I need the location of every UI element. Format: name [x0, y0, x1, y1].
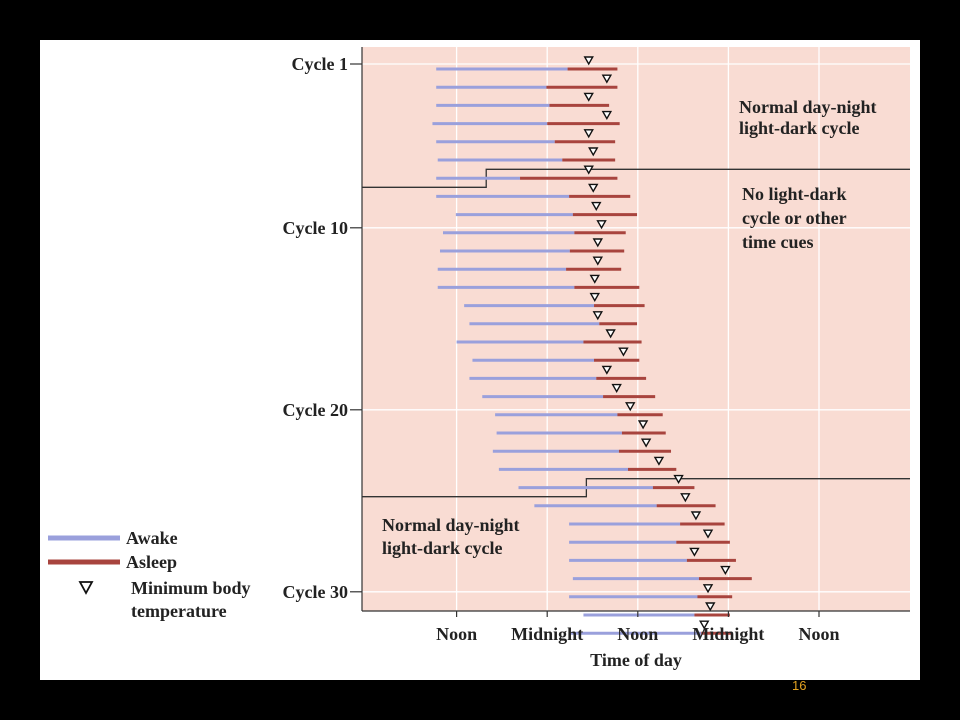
min-temp-marker	[601, 74, 613, 84]
x-axis-title: Time of day	[590, 650, 682, 670]
min-temp-marker	[653, 456, 665, 466]
min-temp-marker	[699, 620, 710, 630]
x-tick-label: Midnight	[511, 624, 583, 644]
min-temp-marker	[592, 238, 603, 248]
x-tick-label: Noon	[436, 624, 477, 644]
min-temp-marker	[680, 493, 691, 503]
min-temp-marker	[601, 110, 613, 121]
min-temp-marker	[588, 147, 599, 157]
y-tick-label: Cycle 30	[283, 582, 348, 602]
y-axis-ticks: Cycle 1 Cycle 10 Cycle 20 Cycle 30	[283, 54, 362, 602]
region-label-middle: No light-dark cycle or other time cues	[742, 184, 851, 252]
min-temp-marker	[592, 311, 603, 321]
legend-awake-label: Awake	[126, 528, 178, 548]
min-temp-marker	[588, 183, 599, 193]
x-tick-label: Noon	[798, 624, 839, 644]
min-temp-marker	[689, 547, 700, 557]
min-temp-marker	[720, 565, 731, 576]
min-temp-marker	[605, 329, 616, 339]
min-temp-marker	[583, 92, 594, 102]
min-temp-markers	[583, 56, 731, 630]
min-temp-marker	[601, 365, 613, 375]
grid-lines	[362, 47, 910, 611]
min-temp-marker	[583, 129, 594, 139]
min-temp-marker	[618, 347, 629, 357]
min-temp-marker	[596, 220, 607, 230]
y-tick-label: Cycle 20	[283, 400, 348, 420]
x-axis-ticks: Noon Midnight Noon Midnight Noon	[436, 611, 840, 644]
min-temp-marker	[591, 201, 602, 212]
x-tick-label: Noon	[617, 624, 658, 644]
region-label-bottom: Normal day-night light-dark cycle	[382, 515, 524, 558]
min-temp-marker	[583, 165, 594, 175]
y-tick-label: Cycle 1	[292, 54, 348, 74]
min-temp-marker	[640, 438, 652, 448]
min-temp-marker	[637, 420, 649, 430]
page-number: 16	[792, 678, 807, 693]
region-label-top: Normal day-night light-dark cycle	[739, 97, 881, 138]
min-temp-marker	[592, 256, 603, 266]
legend: Awake Asleep Minimum body temperature	[48, 528, 255, 621]
min-temp-marker	[589, 292, 600, 303]
min-temp-marker	[705, 602, 716, 612]
y-tick-label: Cycle 10	[283, 218, 348, 238]
min-temp-marker	[611, 383, 622, 394]
x-tick-label: Midnight	[692, 624, 764, 644]
min-temp-marker	[589, 274, 600, 284]
legend-min-temp-label: Minimum body temperature	[131, 578, 255, 621]
min-temp-marker	[702, 529, 714, 539]
min-temp-marker	[702, 584, 714, 594]
min-temp-marker	[625, 402, 636, 412]
min-temp-marker	[690, 511, 702, 521]
sleep-wake-bars	[432, 67, 752, 635]
legend-asleep-label: Asleep	[126, 552, 177, 572]
min-temp-marker	[673, 474, 684, 485]
min-temp-marker	[583, 56, 594, 66]
legend-triangle-icon	[78, 581, 94, 595]
